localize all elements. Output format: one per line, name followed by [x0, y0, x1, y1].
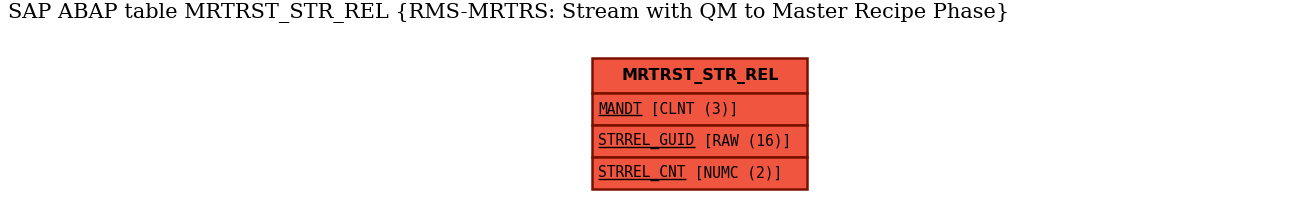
- Text: STRREL_GUID: STRREL_GUID: [598, 133, 695, 149]
- Text: [RAW (16)]: [RAW (16)]: [695, 134, 791, 148]
- Bar: [593, 125, 807, 157]
- Text: SAP ABAP table MRTRST_STR_REL {RMS-MRTRS: Stream with QM to Master Recipe Phase}: SAP ABAP table MRTRST_STR_REL {RMS-MRTRS…: [8, 3, 1010, 23]
- Text: [NUMC (2)]: [NUMC (2)]: [685, 166, 782, 180]
- Text: [CLNT (3)]: [CLNT (3)]: [642, 101, 738, 116]
- Text: MRTRST_STR_REL: MRTRST_STR_REL: [621, 67, 778, 84]
- Bar: [593, 58, 807, 93]
- Bar: [593, 157, 807, 189]
- Bar: [593, 93, 807, 125]
- Text: MANDT: MANDT: [598, 101, 642, 116]
- Text: STRREL_CNT: STRREL_CNT: [598, 165, 685, 181]
